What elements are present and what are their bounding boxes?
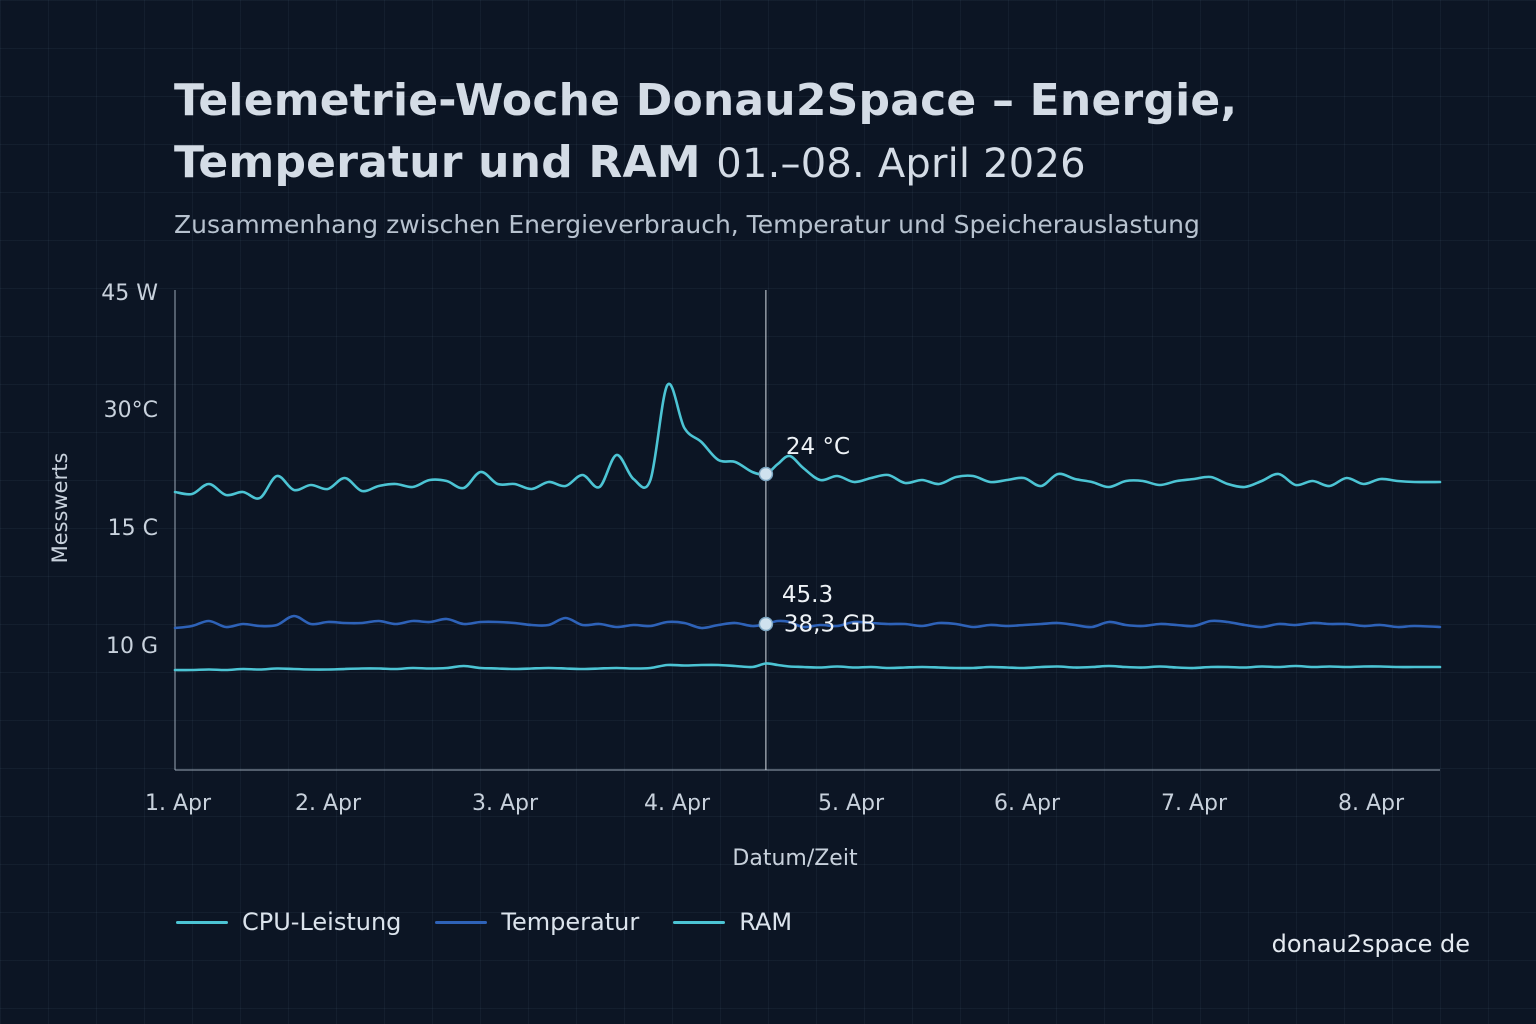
- annotation-ram-peak: 38,3 GB: [784, 612, 876, 638]
- annotation-marker-dot: [758, 616, 774, 632]
- legend-label-temperature: Temperatur: [501, 908, 640, 936]
- y-tick-label: 15 C: [108, 516, 158, 541]
- footer-domain: donau2space de: [1271, 930, 1470, 958]
- y-axis-label: Messwerts: [48, 453, 72, 564]
- x-tick-label: 1. Apr: [145, 791, 212, 816]
- x-tick-label: 2. Apr: [295, 791, 362, 816]
- x-axis-label: Datum/Zeit: [732, 846, 858, 871]
- chart-legend: CPU-Leistung Temperatur RAM: [176, 908, 826, 936]
- series-line-temperature: [173, 614, 1442, 630]
- x-tick-label: 6. Apr: [994, 791, 1061, 816]
- annotation-temperature-peak: 45.3: [782, 582, 833, 608]
- x-tick-label: 7. Apr: [1161, 791, 1228, 816]
- chart-subtitle: Zusammenhang zwischen Energieverbrauch, …: [174, 210, 1200, 239]
- x-tick-label: 4. Apr: [644, 791, 711, 816]
- legend-item-cpu: CPU-Leistung: [176, 908, 401, 936]
- x-tick-label: 8. Apr: [1338, 791, 1405, 816]
- legend-swatch-temperature: [435, 920, 488, 924]
- annotation-marker-dot: [758, 466, 774, 482]
- legend-item-ram: RAM: [673, 908, 792, 936]
- series-line-ram: [173, 662, 1442, 672]
- y-tick-label: 30°C: [104, 398, 158, 423]
- legend-label-ram: RAM: [739, 908, 793, 936]
- series-line-cpu: [173, 382, 1442, 500]
- x-tick-label: 5. Apr: [818, 791, 885, 816]
- title-date-range: 01.–08. April 2026: [716, 141, 1086, 187]
- legend-swatch-ram: [673, 920, 726, 924]
- legend-label-cpu: CPU-Leistung: [242, 908, 402, 936]
- x-tick-label: 3. Apr: [472, 791, 539, 816]
- y-tick-label: 45 W: [101, 281, 158, 306]
- y-tick-label: 10 G: [106, 634, 158, 659]
- chart-title: Telemetrie-Woche Donau2Space – Energie, …: [174, 70, 1374, 195]
- annotation-cpu-peak: 24 °C: [786, 434, 850, 460]
- legend-swatch-cpu: [176, 920, 228, 924]
- title-main: Telemetrie-Woche Donau2Space – Energie, …: [174, 75, 1238, 188]
- legend-item-temperature: Temperatur: [435, 908, 639, 936]
